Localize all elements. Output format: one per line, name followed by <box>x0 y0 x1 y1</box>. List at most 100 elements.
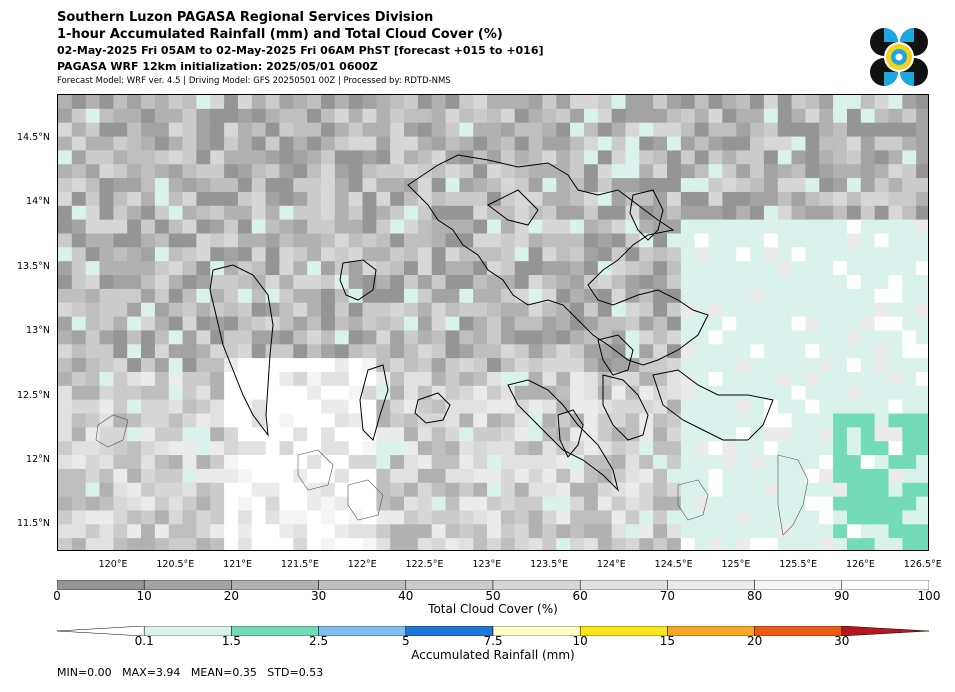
grid-cell <box>127 496 142 511</box>
grid-cell <box>334 205 350 221</box>
grid-cell <box>708 482 723 498</box>
grid-cell <box>570 205 585 221</box>
grid-cell <box>237 538 253 550</box>
grid-cell <box>85 233 101 248</box>
grid-cell <box>819 136 834 151</box>
grid-cell <box>85 371 101 387</box>
grid-cell <box>85 219 101 234</box>
grid-cell <box>154 371 170 387</box>
grid-cell <box>265 205 280 221</box>
grid-cell <box>279 482 294 498</box>
grid-cell <box>597 316 613 331</box>
grid-cell <box>639 316 654 331</box>
grid-cell <box>320 164 336 179</box>
grid-cell <box>597 178 613 193</box>
grid-cell <box>348 455 364 470</box>
grid-cell <box>653 178 668 193</box>
grid-cell <box>846 316 862 331</box>
grid-cell <box>71 385 87 401</box>
grid-cell <box>902 136 917 151</box>
grid-cell <box>141 164 156 179</box>
grid-cell <box>680 219 696 234</box>
grid-cell <box>583 164 599 179</box>
grid-cell <box>58 399 73 415</box>
grid-cell <box>763 468 779 484</box>
grid-cell <box>902 95 917 110</box>
grid-cell <box>99 219 114 234</box>
grid-cell <box>99 316 114 331</box>
grid-cell <box>390 455 405 470</box>
grid-cell <box>750 496 765 511</box>
grid-cell <box>680 164 696 179</box>
grid-cell <box>570 413 585 428</box>
rain-colorbar-segment <box>405 626 494 636</box>
grid-cell <box>196 413 211 428</box>
grid-cell <box>320 95 336 110</box>
grid-cell <box>71 288 87 304</box>
grid-cell <box>154 219 170 234</box>
grid-cell <box>694 178 710 193</box>
grid-cell <box>265 371 280 387</box>
grid-cell <box>708 316 723 331</box>
grid-cell <box>293 371 308 387</box>
grid-cell <box>874 108 889 124</box>
grid-cell <box>708 275 723 290</box>
grid-cell <box>667 95 682 110</box>
grid-cell <box>307 399 322 415</box>
grid-cell <box>722 385 737 401</box>
rain-colorbar-max-extend <box>841 626 929 636</box>
grid-cell <box>141 524 156 539</box>
grid-cell <box>639 496 654 511</box>
grid-cell <box>777 122 793 138</box>
grid-cell <box>445 344 460 359</box>
grid-cell <box>556 136 571 151</box>
grid-cell <box>445 468 460 484</box>
grid-cell <box>168 482 184 498</box>
grid-cell <box>777 330 793 345</box>
grid-cell <box>888 330 903 345</box>
grid-cell <box>85 261 101 276</box>
grid-cell <box>763 108 779 124</box>
grid-cell <box>224 122 239 138</box>
grid-cell <box>99 496 114 511</box>
grid-cell <box>154 247 170 262</box>
grid-cell <box>500 205 516 221</box>
grid-cell <box>736 108 751 124</box>
grid-cell <box>583 233 599 248</box>
grid-cell <box>902 275 917 290</box>
grid-cell <box>805 413 820 428</box>
grid-cell <box>846 108 862 124</box>
grid-cell <box>487 427 502 442</box>
grid-cell <box>860 399 876 415</box>
cloud-tick-label: 0 <box>53 589 61 603</box>
grid-cell <box>777 427 793 442</box>
grid-cell <box>902 455 917 470</box>
grid-cell <box>71 524 87 539</box>
grid-cell <box>141 150 156 165</box>
grid-cell <box>334 219 350 234</box>
grid-cell <box>141 496 156 511</box>
grid-cell <box>805 330 820 345</box>
grid-cell <box>653 150 668 165</box>
grid-cell <box>210 261 225 276</box>
grid-cell <box>71 344 87 359</box>
grid-cell <box>860 247 876 262</box>
grid-cell <box>694 468 710 484</box>
grid-cell <box>736 191 751 207</box>
grid-cell <box>874 219 889 234</box>
grid-cell <box>777 455 793 470</box>
grid-cell <box>763 178 779 193</box>
rain-colorbar-min-extend <box>57 626 145 636</box>
grid-cell <box>85 136 101 151</box>
grid-cell <box>763 399 779 415</box>
grid-cell <box>445 316 460 331</box>
grid-cell <box>874 538 889 550</box>
grid-cell <box>528 427 543 442</box>
grid-cell <box>639 178 654 193</box>
grid-cell <box>127 441 142 456</box>
grid-cell <box>570 261 585 276</box>
grid-cell <box>694 358 710 373</box>
grid-cell <box>777 136 793 151</box>
rain-tick-label: 2.5 <box>309 634 329 648</box>
grid-cell <box>680 95 696 110</box>
